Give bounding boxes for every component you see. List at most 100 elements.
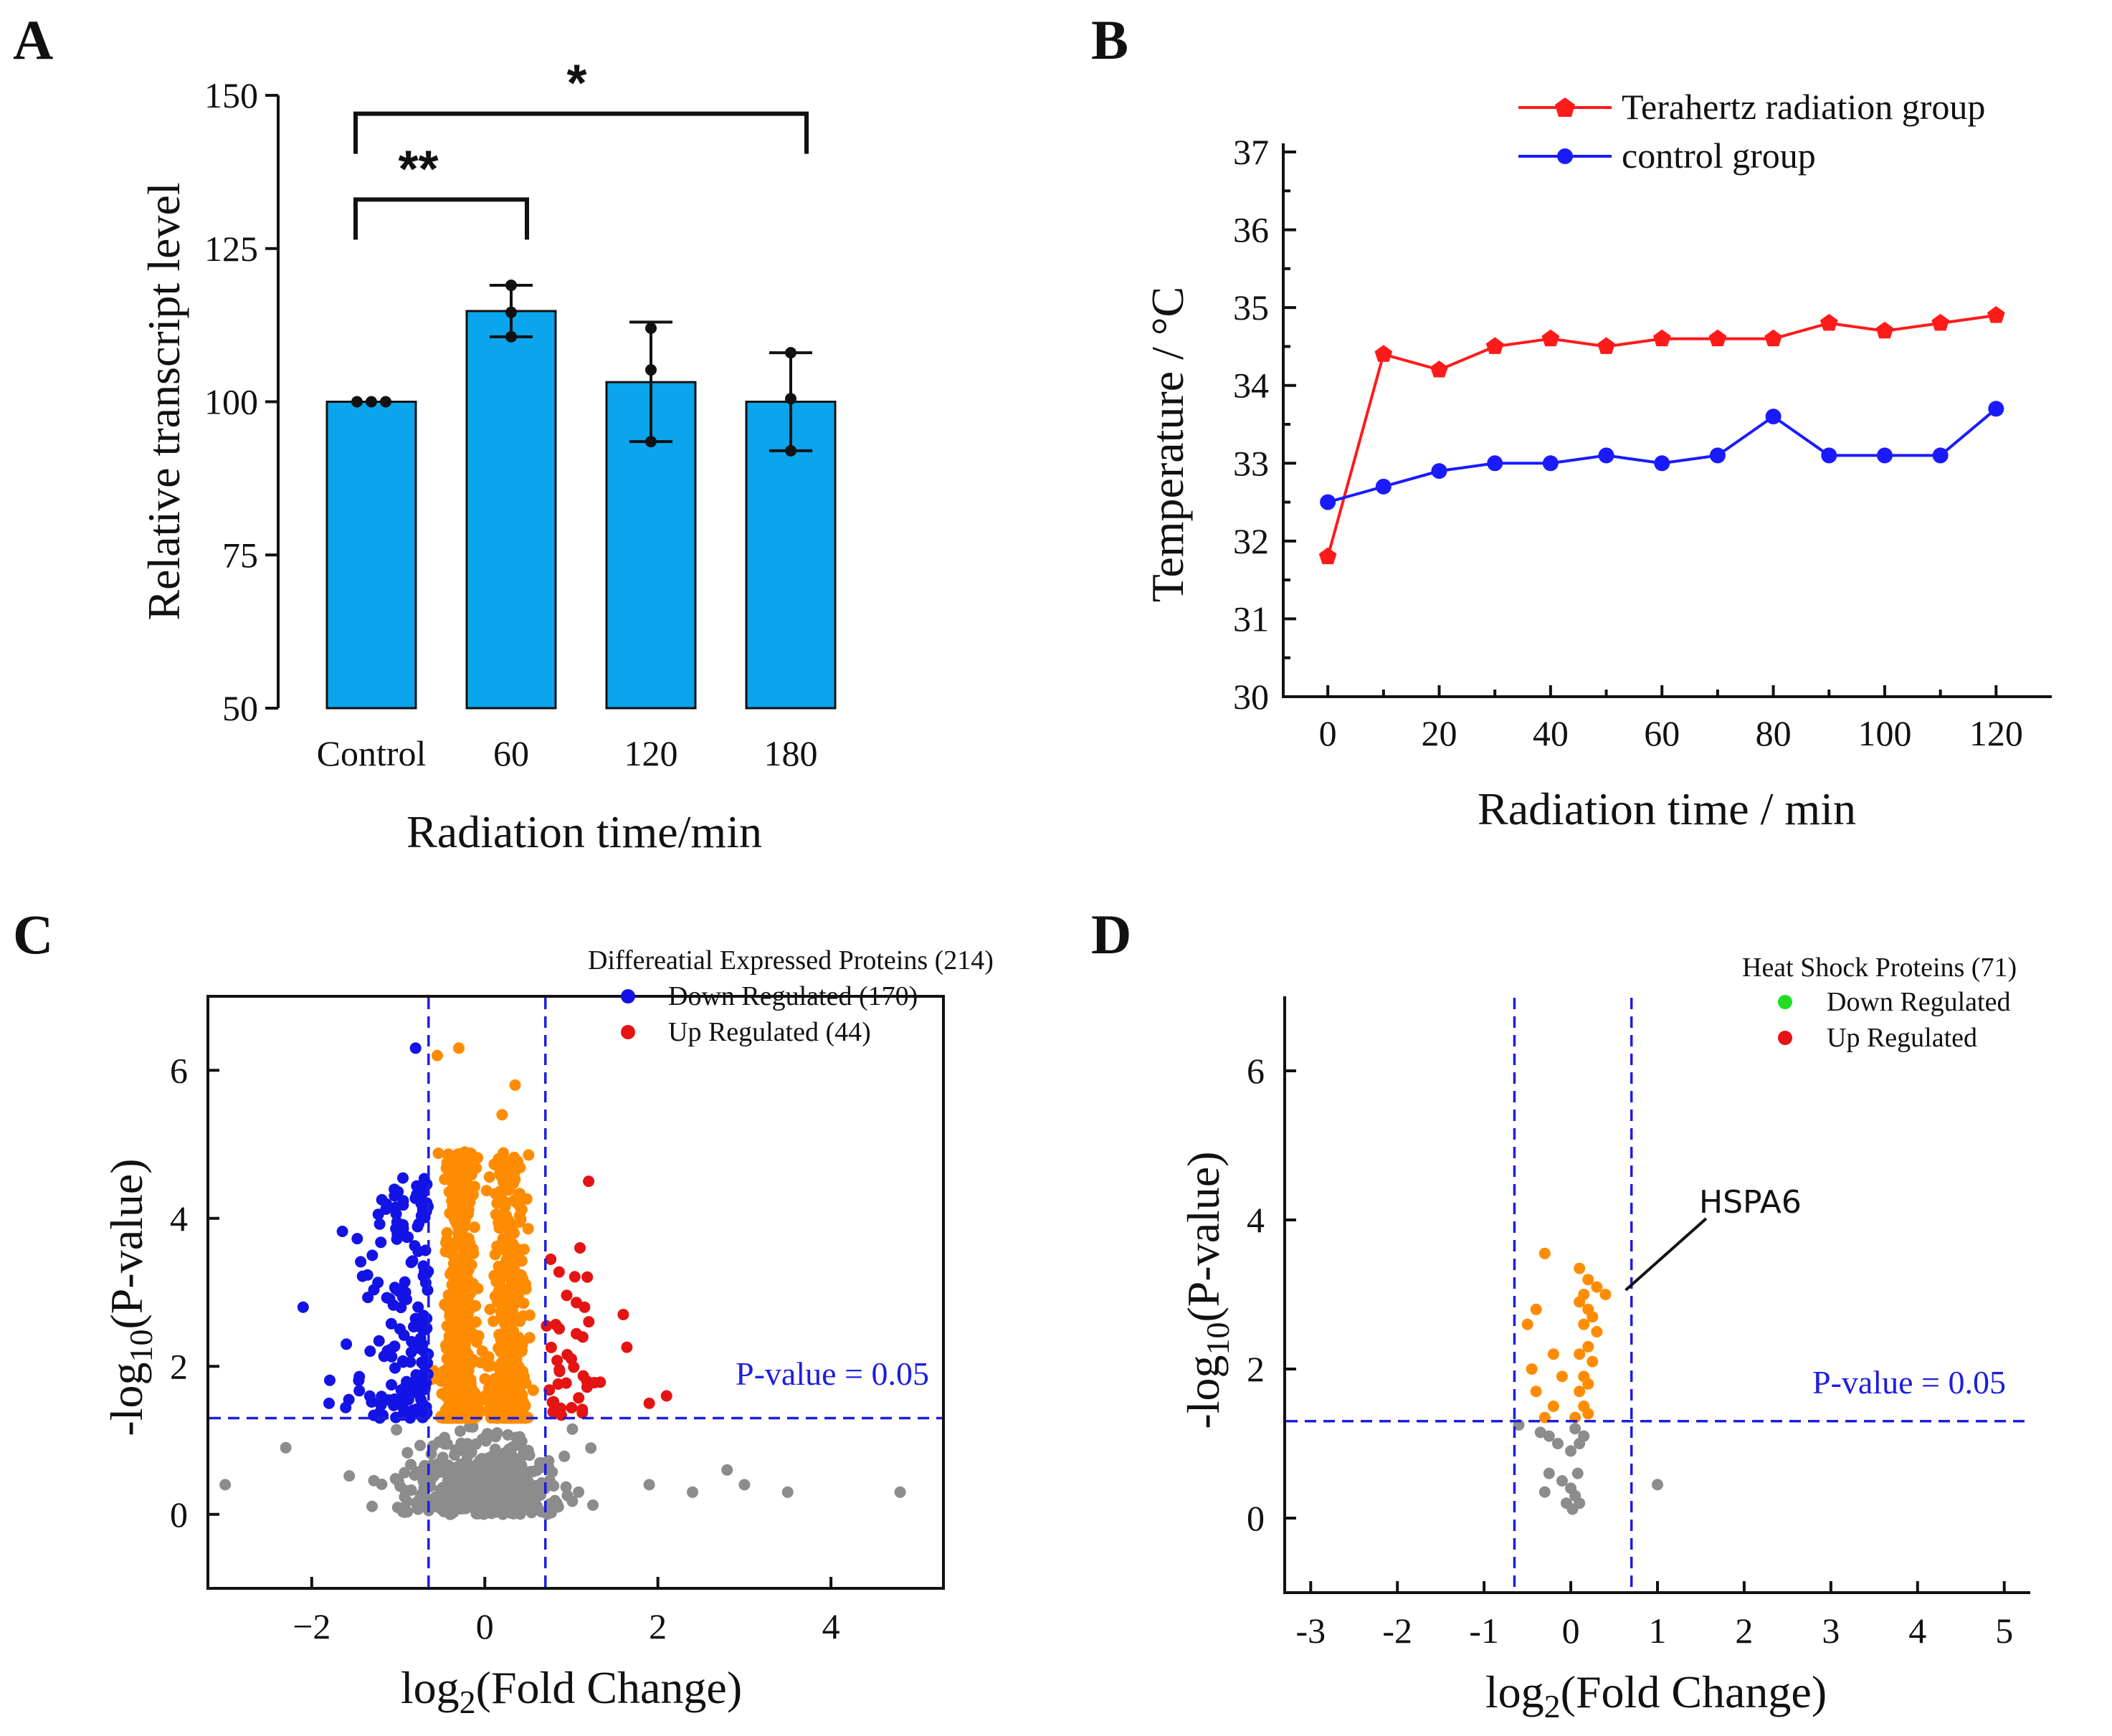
down-regulated-point xyxy=(297,1301,309,1313)
nonregulated-point xyxy=(439,1173,451,1186)
panel-b-x-tick-label: 80 xyxy=(1756,713,1792,753)
down-regulated-point xyxy=(363,1390,376,1402)
not-significant-point xyxy=(401,1495,413,1507)
not-significant-point xyxy=(502,1429,514,1441)
down-regulated-point xyxy=(387,1299,399,1311)
nonregulated-point xyxy=(483,1171,495,1183)
nonregulated-point xyxy=(517,1273,529,1285)
not-significant-point xyxy=(469,1492,481,1504)
panel-d-x-tick-label: 5 xyxy=(1995,1611,2013,1651)
panel-b-x-axis-title: Radiation time / min xyxy=(1478,783,1856,834)
not-significant-point xyxy=(391,1502,404,1514)
hsp-point xyxy=(1526,1363,1538,1375)
up-regulated-point xyxy=(583,1175,595,1188)
up-regulated-point xyxy=(660,1390,672,1402)
hsp-point xyxy=(1582,1408,1594,1420)
down-regulated-point xyxy=(405,1346,417,1358)
panel-d-x-axis-title: log2(Fold Change) xyxy=(1485,1666,1827,1725)
panel-d-y-axis-title: -log10(P-value) xyxy=(1178,1151,1236,1429)
down-regulated-point xyxy=(411,1180,423,1192)
up-regulated-point xyxy=(553,1266,565,1278)
not-significant-point xyxy=(505,1507,517,1519)
hsp-not-significant-point xyxy=(1556,1475,1568,1487)
not-significant-point xyxy=(587,1499,599,1511)
panel-a-y-tick-label: 125 xyxy=(204,229,258,269)
down-regulated-point xyxy=(390,1201,402,1213)
control-data-point xyxy=(1709,447,1726,464)
control-data-point xyxy=(1876,447,1893,464)
down-regulated-point xyxy=(368,1284,380,1296)
nonregulated-point xyxy=(472,1282,484,1294)
down-regulated-point xyxy=(381,1292,393,1304)
nonregulated-point xyxy=(457,1255,469,1267)
hsp-point xyxy=(1587,1311,1599,1323)
down-regulated-point xyxy=(366,1249,379,1262)
up-regulated-point xyxy=(566,1353,577,1365)
nonregulated-point xyxy=(467,1247,480,1259)
not-significant-point xyxy=(515,1435,528,1447)
panel-a-x-tick-label: Control xyxy=(317,733,427,773)
nonregulated-point xyxy=(517,1365,529,1378)
nonregulated-point xyxy=(467,1354,480,1366)
not-significant-point xyxy=(781,1486,794,1498)
down-regulated-point xyxy=(376,1193,388,1206)
down-regulated-point xyxy=(397,1401,409,1413)
up-regulated-point xyxy=(594,1376,607,1388)
up-regulated-point xyxy=(553,1322,565,1335)
panel-a-data-point xyxy=(785,347,796,359)
panel-b-y-tick-label: 30 xyxy=(1233,677,1269,717)
not-significant-point xyxy=(560,1481,572,1493)
panel-a-data-point xyxy=(505,280,517,292)
panel-a-y-tick-label: 150 xyxy=(204,75,258,115)
nonregulated-point xyxy=(458,1281,470,1293)
control-data-point xyxy=(1487,455,1503,472)
nonregulated-point xyxy=(508,1167,520,1179)
nonregulated-point xyxy=(514,1411,525,1423)
panel-d-x-tick-label: -2 xyxy=(1382,1611,1412,1651)
down-regulated-point xyxy=(409,1042,422,1054)
not-significant-point xyxy=(573,1486,585,1498)
hsp-point xyxy=(1530,1386,1542,1398)
hsp-point xyxy=(1591,1326,1603,1337)
panel-c-y-tick-label: 2 xyxy=(170,1346,188,1386)
not-significant-point xyxy=(464,1421,476,1433)
control-data-point xyxy=(1654,455,1670,472)
not-significant-point xyxy=(558,1450,571,1462)
not-significant-point xyxy=(490,1455,503,1467)
nonregulated-point xyxy=(500,1405,513,1417)
panel-a-x-tick-label: 60 xyxy=(493,733,529,773)
not-significant-point xyxy=(738,1479,751,1491)
nonregulated-point xyxy=(436,1388,448,1400)
nonregulated-point xyxy=(479,1373,491,1385)
nonregulated-point xyxy=(518,1244,530,1256)
panel-a-data-point xyxy=(645,322,657,334)
up-regulated-point xyxy=(552,1378,564,1390)
not-significant-point xyxy=(452,1473,464,1484)
hsp-not-significant-point xyxy=(1571,1467,1584,1479)
panel-b-y-tick-label: 33 xyxy=(1233,443,1269,483)
panel-b-y-tick-label: 32 xyxy=(1233,521,1269,561)
panel-d-x-tick-label: 1 xyxy=(1649,1611,1667,1651)
panel-b-x-tick-label: 120 xyxy=(1969,713,2023,753)
not-significant-point xyxy=(515,1473,527,1484)
panel-d-y-tick-label: 6 xyxy=(1247,1051,1265,1091)
panel-c-y-tick-label: 0 xyxy=(170,1494,188,1535)
nonregulated-point xyxy=(470,1316,482,1328)
panel-a-data-point xyxy=(505,330,517,343)
not-significant-point xyxy=(502,1484,514,1496)
nonregulated-point xyxy=(460,1384,471,1396)
panel-a-data-point xyxy=(785,444,796,457)
nonregulated-point xyxy=(468,1221,480,1234)
panel-a-significance-bracket xyxy=(353,197,529,240)
down-regulated-point xyxy=(399,1276,411,1288)
panel-a-y-tick-label: 50 xyxy=(222,688,258,728)
not-significant-point xyxy=(442,1502,455,1515)
not-significant-point xyxy=(436,1494,448,1506)
not-significant-point xyxy=(485,1505,497,1517)
nonregulated-point xyxy=(480,1185,493,1197)
hsp-point xyxy=(1599,1289,1612,1300)
legend-label-terahertz: Terahertz radiation group xyxy=(1622,87,1985,127)
down-regulated-point xyxy=(385,1317,397,1330)
nonregulated-point xyxy=(498,1175,510,1188)
panel-a-significance-label: ** xyxy=(399,140,439,198)
